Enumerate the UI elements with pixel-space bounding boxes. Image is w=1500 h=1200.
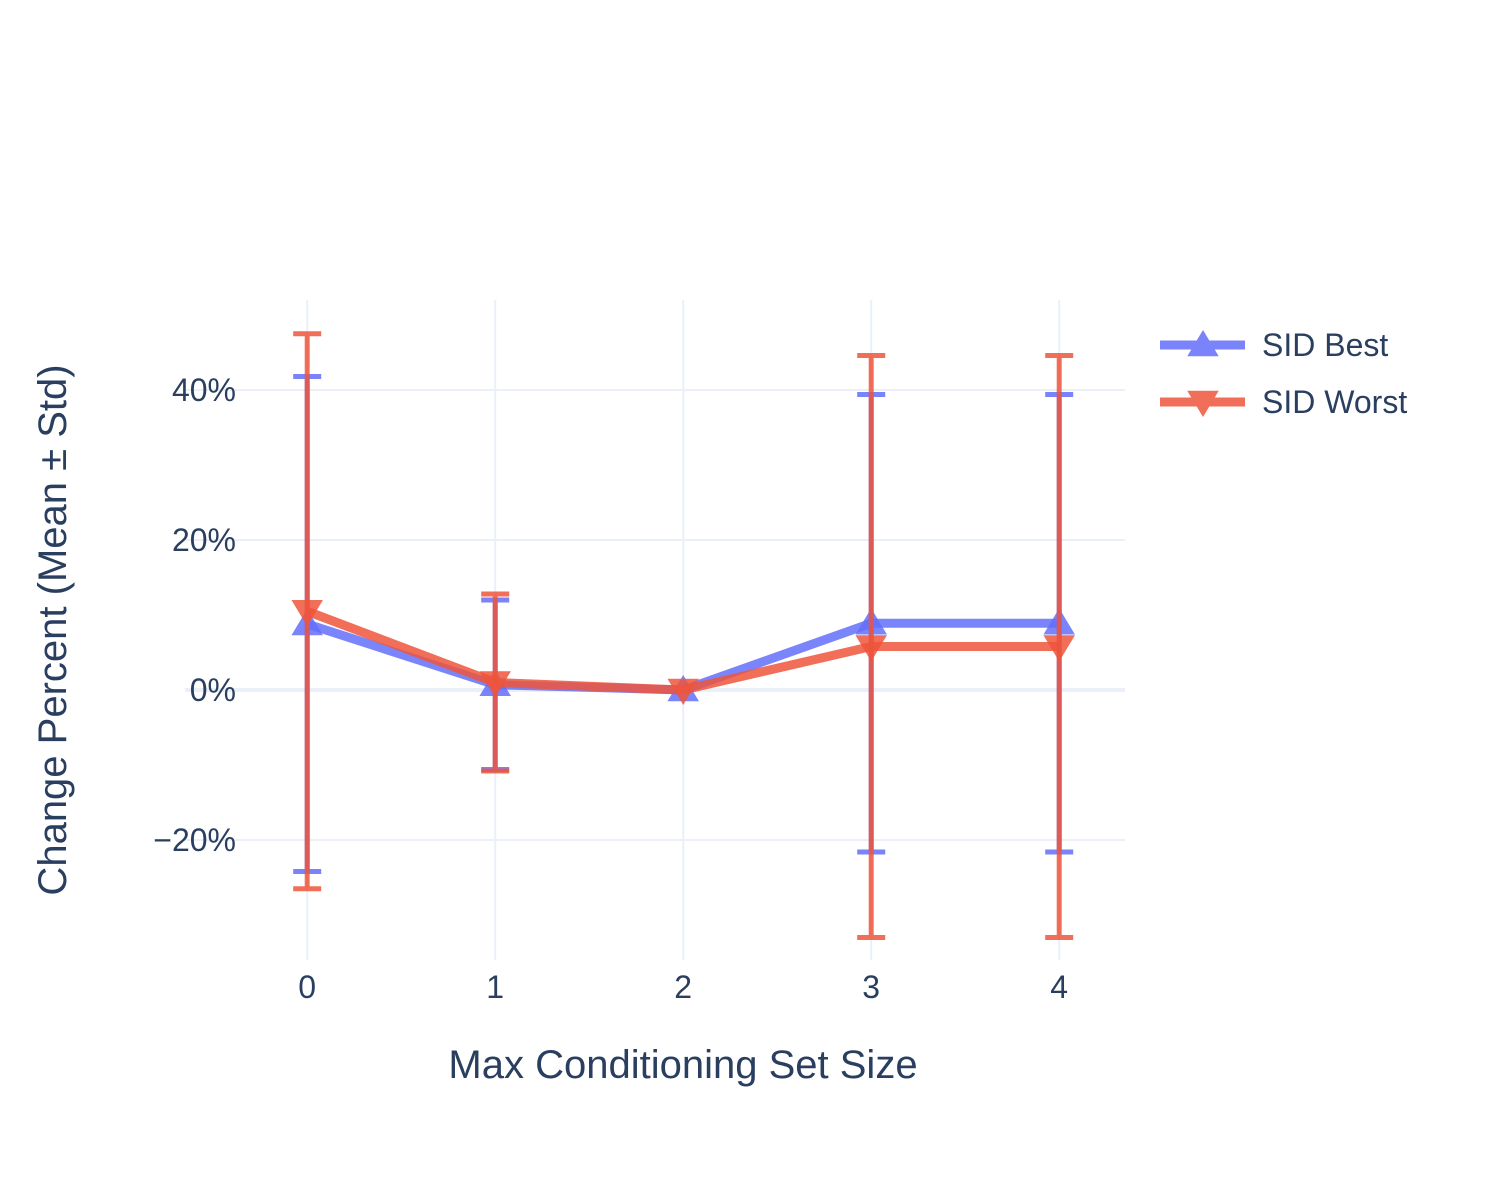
- x-tick-label: 1: [486, 969, 504, 1005]
- data-point: [667, 678, 699, 705]
- x-axis-title: Max Conditioning Set Size: [448, 1043, 917, 1087]
- x-tick-label: 4: [1050, 969, 1068, 1005]
- x-tick-label: 0: [298, 969, 316, 1005]
- y-tick-label: 0%: [190, 672, 236, 708]
- y-tick-label: 20%: [172, 522, 236, 558]
- y-axis-title: Change Percent (Mean ± Std): [31, 364, 75, 895]
- legend-label: SID Best: [1262, 327, 1388, 363]
- legend-marker: [1187, 330, 1219, 357]
- legend-item: [1160, 330, 1245, 357]
- data-point: [479, 671, 511, 698]
- tick-labels: 0 1 2 3 4 −20% 0% 20% 40%: [153, 372, 1068, 1005]
- y-tick-label: 40%: [172, 372, 236, 408]
- legend-label: SID Worst: [1262, 384, 1407, 420]
- legend-item: [1160, 390, 1245, 417]
- legend-marker: [1187, 390, 1219, 417]
- series-layer: [291, 331, 1075, 940]
- x-tick-label: 2: [674, 969, 692, 1005]
- series-sid-worst: [291, 331, 1075, 940]
- y-tick-label: −20%: [153, 822, 236, 858]
- legend: SID Best SID Worst: [1160, 327, 1407, 420]
- data-point: [1043, 635, 1075, 662]
- data-point: [291, 600, 323, 627]
- x-tick-label: 3: [862, 969, 880, 1005]
- data-point: [855, 635, 887, 662]
